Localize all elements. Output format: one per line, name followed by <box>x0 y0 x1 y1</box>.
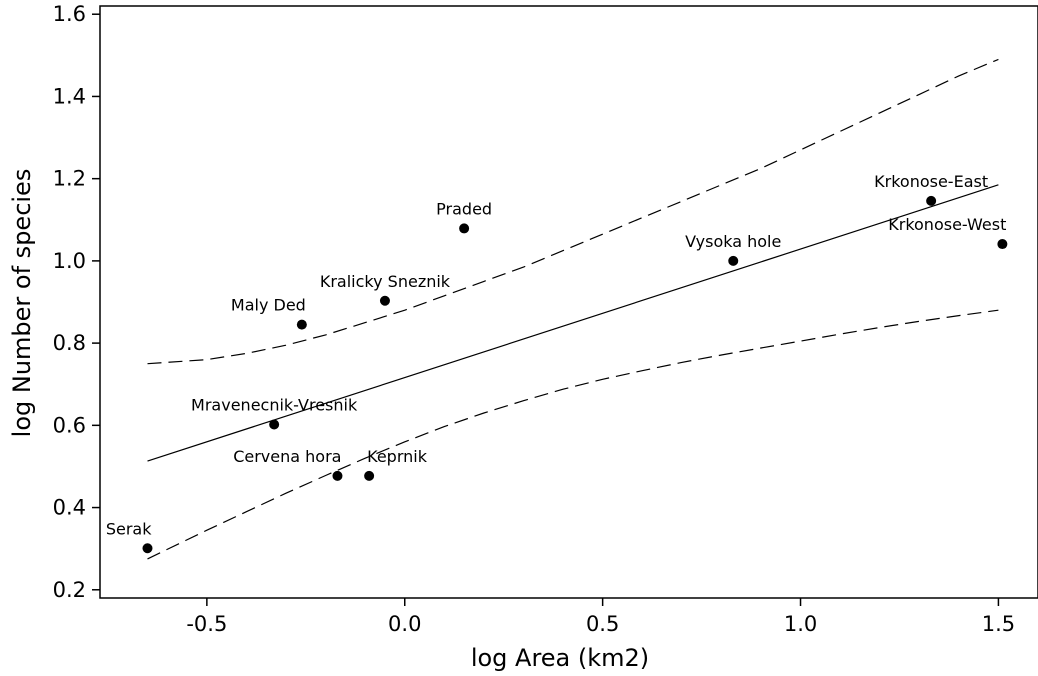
x-tick-label: -0.5 <box>186 612 227 636</box>
y-axis: 0.2 0.4 0.6 0.8 1.0 1.2 1.4 1.6 <box>53 2 100 602</box>
data-points: Serak Mravenecnik-Vresnik Cervena hora Kepr… <box>106 172 1008 554</box>
data-point <box>142 543 153 554</box>
y-tick-label: 0.2 <box>53 578 86 602</box>
y-tick-label: 1.4 <box>53 84 86 108</box>
x-axis: -0.5 0.0 0.5 1.0 1.5 <box>186 598 1015 636</box>
data-point <box>379 295 390 306</box>
y-axis-title: log Number of species <box>8 169 36 438</box>
y-tick-label: 1.0 <box>53 249 86 273</box>
y-tick-label: 0.4 <box>53 496 86 520</box>
lower-confidence-band <box>147 309 999 560</box>
point-label: Krkonose-West <box>888 215 1006 234</box>
data-point <box>459 223 470 234</box>
point-label: Mravenecnik-Vresnik <box>191 396 358 415</box>
point-label: Maly Ded <box>231 296 306 315</box>
regression-lines <box>147 58 999 560</box>
data-point <box>296 319 307 330</box>
data-point <box>364 470 375 481</box>
x-tick-label: 1.0 <box>784 612 817 636</box>
point-label: Kralicky Sneznik <box>320 272 451 291</box>
regression-line <box>147 184 999 462</box>
point-label: Cervena hora <box>233 447 341 466</box>
data-point <box>269 419 280 430</box>
plot-frame <box>99 5 1038 599</box>
x-tick-label: 0.5 <box>586 612 619 636</box>
data-point <box>997 239 1008 250</box>
point-label: Krkonose-East <box>874 172 988 191</box>
x-axis-title: log Area (km2) <box>471 644 649 672</box>
point-label: Keprnik <box>367 447 428 466</box>
y-tick-label: 1.6 <box>53 2 86 26</box>
x-tick-label: 1.5 <box>982 612 1015 636</box>
point-label: Praded <box>436 199 492 218</box>
data-point <box>926 195 937 206</box>
x-tick-label: 0.0 <box>388 612 421 636</box>
data-point <box>332 470 343 481</box>
y-tick-label: 0.6 <box>53 413 86 437</box>
y-tick-label: 0.8 <box>53 331 86 355</box>
data-point <box>728 255 739 266</box>
point-label: Serak <box>106 519 152 538</box>
point-label: Vysoka hole <box>685 232 781 251</box>
upper-confidence-band <box>147 58 999 365</box>
y-tick-label: 1.2 <box>53 167 86 191</box>
